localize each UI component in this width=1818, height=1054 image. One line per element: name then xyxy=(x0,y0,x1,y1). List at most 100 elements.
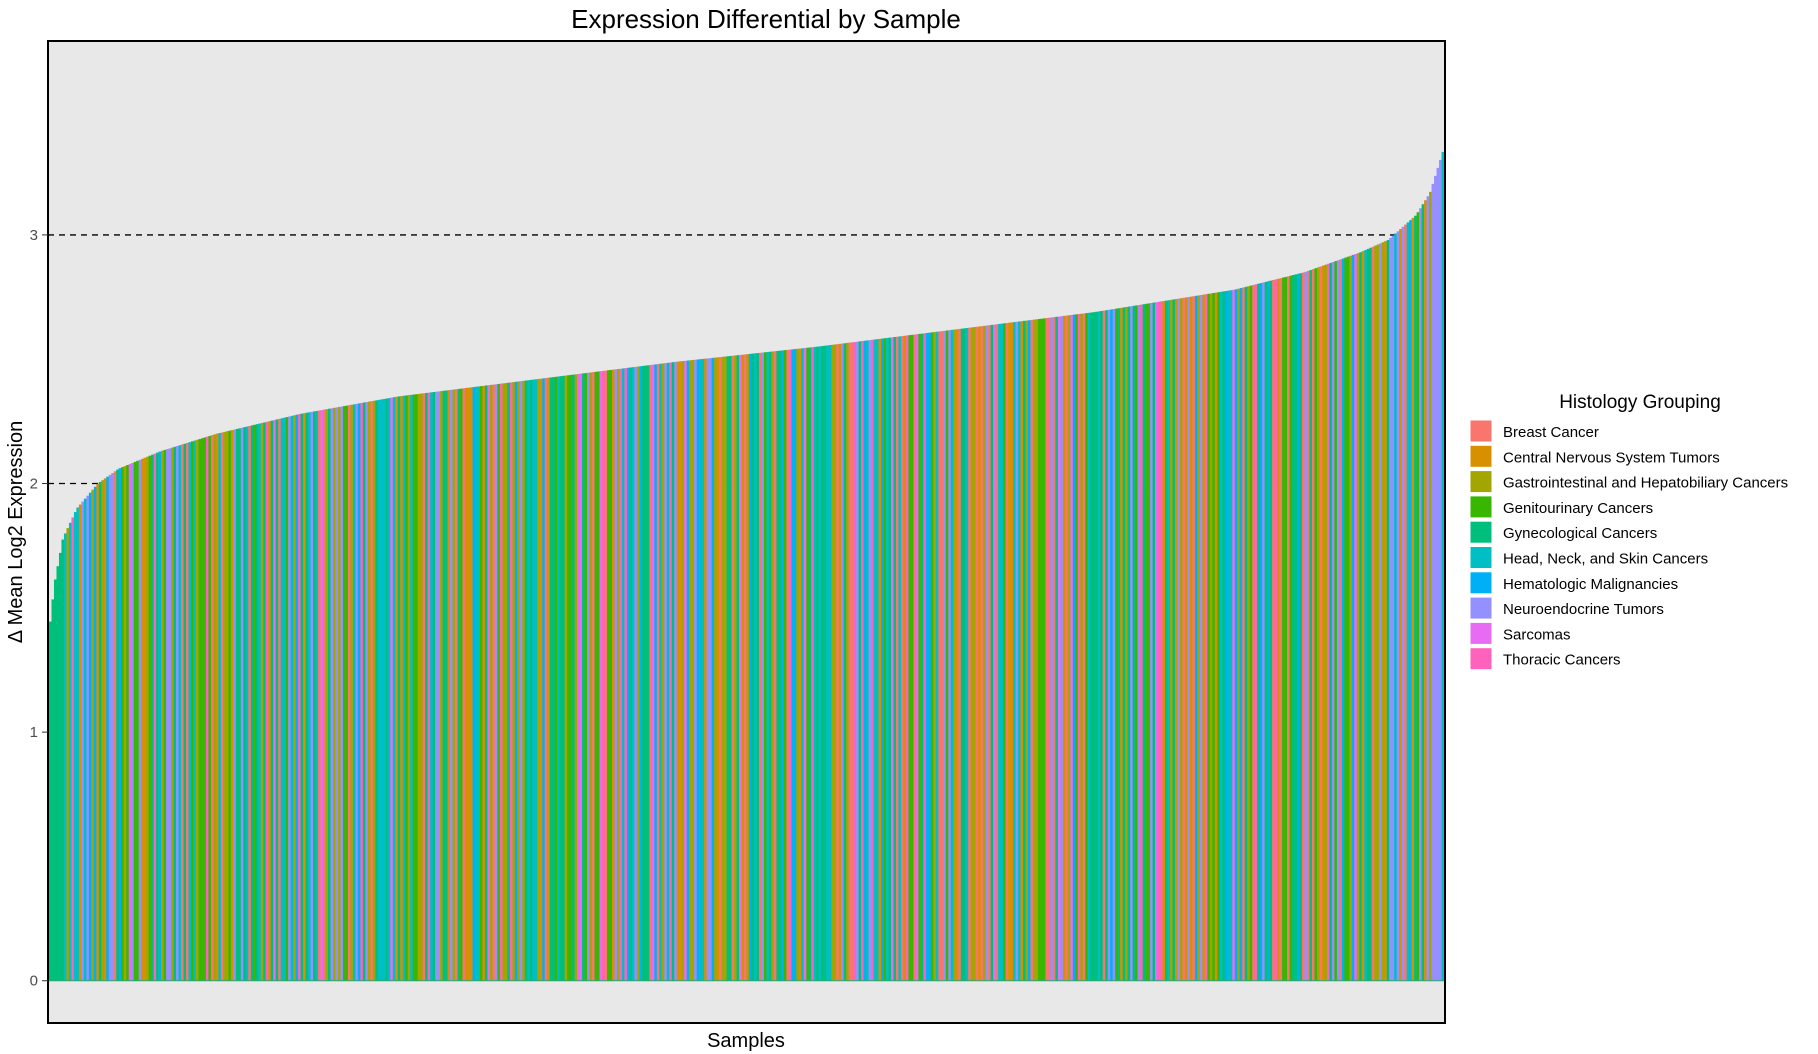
bar xyxy=(347,405,351,981)
legend-label: Hematologic Malignancies xyxy=(1503,576,1678,593)
bar xyxy=(290,415,294,981)
bar xyxy=(1229,290,1233,981)
bar xyxy=(248,425,252,981)
bar xyxy=(1222,291,1226,981)
bar xyxy=(983,325,986,981)
bar xyxy=(918,333,922,981)
bar xyxy=(582,373,585,981)
bar xyxy=(392,397,396,981)
bar xyxy=(866,340,869,981)
bar xyxy=(133,461,137,981)
bar xyxy=(711,357,715,981)
bar xyxy=(1162,300,1166,981)
bar xyxy=(1269,280,1273,981)
bar xyxy=(736,355,740,981)
bar xyxy=(993,324,996,981)
bar xyxy=(856,341,859,981)
bar xyxy=(66,528,70,981)
bar xyxy=(1242,287,1246,981)
bar xyxy=(225,431,229,981)
legend-swatch xyxy=(1469,470,1493,494)
bar xyxy=(390,397,394,981)
bar xyxy=(604,370,608,981)
bar xyxy=(440,391,443,981)
bar xyxy=(609,369,613,981)
bar xyxy=(492,384,496,981)
bar xyxy=(455,389,458,981)
bar xyxy=(435,391,438,981)
bar xyxy=(821,346,825,981)
bar xyxy=(1284,276,1288,981)
bar xyxy=(357,403,361,981)
bar xyxy=(268,421,272,981)
bar xyxy=(1356,253,1360,981)
bar xyxy=(1030,319,1034,981)
bar xyxy=(93,486,97,981)
bar xyxy=(442,390,446,981)
bar xyxy=(1095,311,1099,981)
bar xyxy=(509,382,513,981)
bar xyxy=(763,352,767,981)
bar xyxy=(330,408,334,981)
bar xyxy=(63,533,67,981)
bar xyxy=(240,427,244,981)
bar xyxy=(1366,248,1370,981)
bar xyxy=(1294,274,1298,981)
bar xyxy=(372,400,376,981)
bar xyxy=(230,430,234,981)
bar xyxy=(106,476,110,981)
bar xyxy=(325,409,329,981)
bar xyxy=(494,384,498,981)
bar xyxy=(293,415,296,981)
bar xyxy=(467,387,471,981)
bar xyxy=(482,385,486,981)
bar xyxy=(81,501,85,981)
bar xyxy=(1182,297,1186,981)
bar xyxy=(1055,316,1059,981)
bar xyxy=(1035,319,1039,981)
bar xyxy=(487,385,491,981)
bar xyxy=(469,387,473,981)
bar xyxy=(1259,283,1263,981)
bar xyxy=(420,393,424,981)
bar xyxy=(1252,284,1256,981)
bar xyxy=(156,452,159,981)
bar xyxy=(1032,319,1036,981)
bar xyxy=(1050,317,1054,981)
bar xyxy=(53,579,57,981)
bar xyxy=(1075,314,1079,981)
bar xyxy=(1334,261,1338,981)
bar xyxy=(1439,159,1442,981)
bar xyxy=(803,347,807,981)
bar xyxy=(1207,293,1211,981)
bar xyxy=(579,373,583,981)
bar xyxy=(1436,167,1440,981)
bar xyxy=(400,396,404,981)
bar xyxy=(479,386,483,981)
bar xyxy=(634,366,638,981)
bar xyxy=(1070,314,1074,981)
bar xyxy=(342,406,346,981)
bar xyxy=(734,355,737,981)
bar xyxy=(990,324,994,981)
bar xyxy=(1371,246,1375,981)
bar xyxy=(1085,313,1089,981)
bar xyxy=(380,399,384,981)
bar xyxy=(96,483,100,981)
bar xyxy=(529,379,533,981)
bar xyxy=(1419,208,1422,981)
bar xyxy=(935,331,939,981)
bar xyxy=(1150,302,1153,981)
bar xyxy=(285,417,289,981)
bar xyxy=(499,383,503,981)
bar xyxy=(1339,259,1343,981)
bar xyxy=(968,327,972,981)
bar xyxy=(263,422,267,981)
bar xyxy=(552,377,556,981)
bar xyxy=(592,372,595,981)
bar xyxy=(121,467,125,981)
bar xyxy=(1199,295,1203,981)
bar xyxy=(709,358,712,981)
bar xyxy=(452,389,456,981)
legend-swatch xyxy=(1469,571,1493,595)
